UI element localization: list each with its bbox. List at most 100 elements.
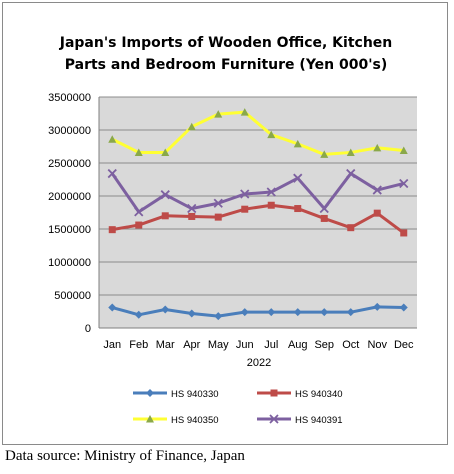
- x-tick-label: Feb: [129, 339, 148, 351]
- y-tick-label: 2000000: [48, 191, 91, 203]
- x-tick-label: Jul: [264, 339, 278, 351]
- data-point: [161, 148, 170, 156]
- legend-marker: [146, 415, 154, 423]
- data-point: [267, 130, 276, 139]
- data-point: [214, 110, 223, 118]
- data-point: [240, 189, 250, 199]
- legend-marker: [270, 389, 278, 397]
- y-tick-label: 2500000: [48, 158, 91, 170]
- data-point: [160, 190, 170, 200]
- legend-marker: [269, 414, 279, 424]
- y-tick-label: 0: [85, 323, 91, 335]
- data-point: [347, 224, 355, 232]
- legend-label: HS 940340: [295, 389, 343, 400]
- series-hs-940350: [108, 108, 408, 158]
- gridlines: [99, 96, 417, 296]
- data-point: [319, 203, 329, 214]
- data-point: [267, 201, 275, 209]
- data-point: [134, 148, 143, 156]
- data-point: [293, 308, 302, 317]
- data-point: [373, 209, 381, 217]
- data-point: [188, 212, 196, 220]
- legend-label: HS 940391: [295, 415, 343, 426]
- data-point: [346, 308, 355, 317]
- series: [107, 108, 409, 321]
- data-point: [108, 226, 116, 234]
- data-point: [108, 135, 117, 143]
- data-point: [214, 213, 222, 221]
- x-tick-label: Aug: [288, 339, 308, 351]
- data-point: [135, 221, 143, 229]
- legend-label: HS 940330: [171, 389, 219, 400]
- data-point: [134, 207, 144, 217]
- source-note: Data source: Ministry of Finance, Japan: [5, 448, 245, 464]
- data-point: [320, 150, 329, 158]
- data-point: [399, 178, 409, 189]
- data-point: [187, 203, 197, 214]
- data-point: [240, 308, 249, 317]
- x-tick-label: Jan: [103, 339, 121, 351]
- data-point: [107, 168, 117, 179]
- data-point: [399, 303, 408, 312]
- x-axis-label: 2022: [247, 357, 271, 369]
- chart-frame: Japan's Imports of Wooden Office, Kitche…: [2, 2, 448, 445]
- y-tick-labels: 3500000 3000000 2500000 2000000 1500000 10000…: [48, 92, 91, 335]
- y-tick-label: 1000000: [48, 257, 91, 269]
- x-tick-label: Nov: [367, 339, 387, 351]
- series-line: [111, 110, 404, 156]
- legend-item: HS 940330: [133, 389, 219, 400]
- x-tick-label: May: [208, 339, 229, 351]
- y-tick-label: 1500000: [48, 224, 91, 236]
- y-tick-label: 500000: [54, 290, 91, 302]
- data-point: [294, 205, 302, 213]
- series-line: [111, 203, 405, 235]
- series-line: [111, 172, 405, 214]
- data-point: [214, 312, 223, 321]
- data-point: [108, 303, 117, 312]
- x-tick-labels: Jan Feb Mar Apr May Jun Jul Aug Sep Oct Nov Dec: [103, 339, 414, 351]
- series-hs-940340: [108, 201, 408, 237]
- data-point: [161, 212, 169, 220]
- data-point: [241, 205, 249, 213]
- data-point: [293, 173, 303, 183]
- legend-label: HS 940350: [171, 415, 219, 426]
- legend-item: HS 940350: [133, 415, 219, 426]
- data-point: [320, 308, 329, 317]
- data-point: [187, 309, 196, 318]
- data-point: [267, 308, 276, 317]
- plot-area: [99, 97, 417, 328]
- chart-title-line-1: Japan's Imports of Wooden Office, Kitche…: [59, 35, 393, 51]
- data-point: [373, 143, 382, 152]
- series-hs-940391: [107, 168, 409, 217]
- x-tick-label: Jun: [236, 339, 254, 351]
- data-point: [240, 108, 249, 116]
- chart-svg: Japan's Imports of Wooden Office, Kitche…: [48, 35, 417, 426]
- legend-item: HS 940340: [257, 389, 343, 400]
- data-point: [346, 148, 355, 156]
- data-point: [400, 229, 408, 237]
- axes: [98, 97, 417, 329]
- data-point: [373, 302, 382, 311]
- legend: HS 940330 HS 940340 HS 940350 HS 940391: [133, 389, 343, 426]
- data-point: [320, 214, 328, 222]
- y-tick-label: 3500000: [48, 92, 91, 104]
- data-point: [134, 310, 143, 319]
- x-tick-label: Oct: [342, 339, 359, 351]
- series-hs-940330: [108, 302, 408, 321]
- x-tick-label: Sep: [314, 339, 334, 351]
- data-point: [161, 305, 170, 314]
- x-tick-label: Dec: [394, 339, 414, 351]
- data-point: [372, 185, 382, 195]
- chart-title-line-2: Parts and Bedroom Furniture (Yen 000's): [65, 57, 388, 73]
- series-line: [111, 305, 404, 318]
- data-point: [213, 198, 223, 208]
- y-tick-label: 3000000: [48, 125, 91, 137]
- data-point: [266, 187, 276, 197]
- data-point: [399, 146, 408, 154]
- data-point: [187, 122, 196, 131]
- x-tick-label: Mar: [156, 339, 175, 351]
- x-tick-label: Apr: [183, 339, 200, 351]
- data-point: [293, 139, 302, 148]
- legend-item: HS 940391: [257, 414, 343, 426]
- legend-marker: [146, 389, 154, 397]
